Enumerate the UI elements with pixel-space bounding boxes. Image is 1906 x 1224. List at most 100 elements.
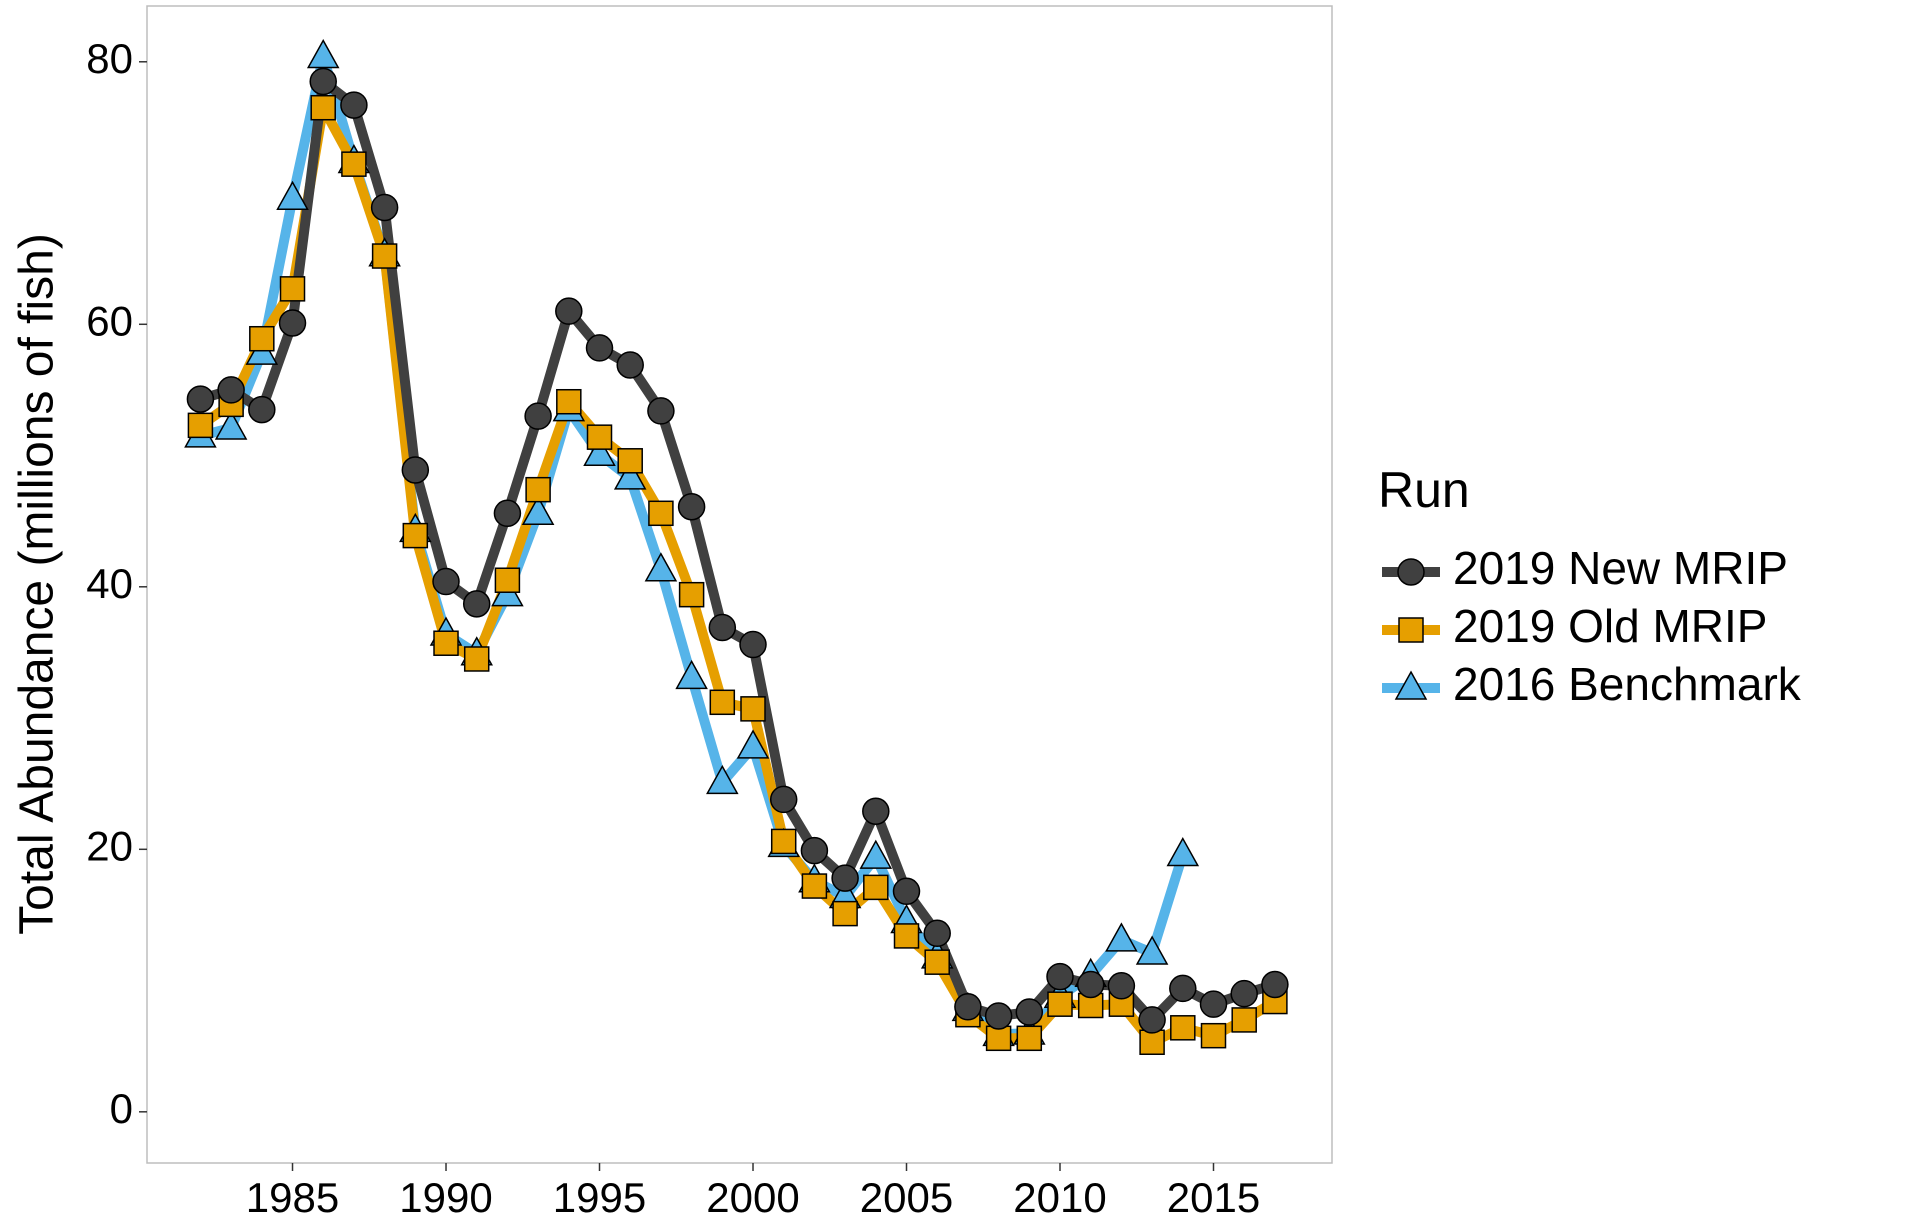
point [310,94,336,121]
point [832,900,858,927]
point [1138,1006,1166,1034]
point [1261,970,1289,999]
legend-item: 2019 New MRIP [1382,542,1788,594]
point [893,923,920,949]
point [1046,962,1074,991]
point [859,839,893,869]
legend-key-marker [1394,670,1428,700]
plot-panel [146,5,1333,1164]
point [341,151,367,177]
legend-title: Run [1378,462,1470,518]
point [740,696,766,722]
legend-label: 2016 Benchmark [1453,658,1802,710]
point [556,388,582,415]
point [706,764,739,795]
point [249,325,275,352]
point [1047,991,1073,1017]
legend-key-marker [1398,617,1424,643]
point [954,993,982,1021]
point [1139,1029,1165,1055]
legend-label: 2019 New MRIP [1453,542,1788,594]
point [1076,970,1105,999]
point [677,492,706,521]
point [800,836,829,865]
point [647,397,675,425]
y-tick-label: 20 [86,822,133,869]
point [306,38,340,69]
x-tick-label: 2015 [1167,1174,1260,1221]
point [984,1002,1013,1030]
point [617,448,643,474]
point [462,590,491,618]
point [863,874,889,901]
y-tick-label: 60 [86,297,133,344]
point [616,351,644,379]
point [613,460,647,490]
point [736,729,770,759]
point [187,412,214,439]
point [371,243,398,269]
point [279,276,306,302]
point [402,522,429,549]
point [924,949,950,975]
point [586,424,613,450]
point [1200,1022,1227,1049]
point [370,193,399,222]
point [1105,922,1138,952]
point [675,659,708,690]
point [678,581,705,608]
point [1015,998,1044,1026]
point [521,495,555,526]
point [186,385,215,413]
point [493,499,522,528]
point [340,91,368,119]
point [801,873,828,899]
point [433,630,459,656]
y-tick-label: 80 [86,35,133,82]
point [708,613,737,642]
x-tick-label: 2010 [1013,1174,1106,1221]
point [1199,990,1228,1018]
x-tick-label: 1985 [246,1174,339,1221]
point [1166,837,1200,867]
point [432,567,460,596]
point [401,456,430,484]
point [1016,1025,1043,1052]
y-tick-label: 0 [110,1085,133,1132]
legend-item: 2019 Old MRIP [1382,600,1767,652]
point [585,334,614,362]
point [278,309,307,337]
point [248,395,276,424]
point [463,646,490,672]
point [1230,979,1258,1008]
point [583,436,616,466]
point [709,689,736,716]
point [1169,974,1197,1003]
x-tick-label: 2000 [706,1174,799,1221]
y-tick-label: 40 [86,560,133,607]
point [1107,972,1136,1000]
point [1170,1015,1196,1041]
point [770,828,797,855]
point [525,476,551,503]
point [923,919,951,948]
point [555,297,583,325]
point [892,877,921,906]
x-tick-label: 2005 [860,1174,953,1221]
point [862,797,890,825]
point [1231,1007,1257,1033]
point [309,67,337,96]
point [217,376,245,404]
point [831,864,859,892]
point [276,180,309,211]
legend-key-marker [1397,558,1425,586]
point [524,402,552,430]
legend-item: 2016 Benchmark [1382,658,1802,710]
point [769,785,798,814]
x-tick-label: 1990 [399,1174,492,1221]
point [739,630,767,659]
point [644,552,678,582]
point [1135,935,1169,965]
